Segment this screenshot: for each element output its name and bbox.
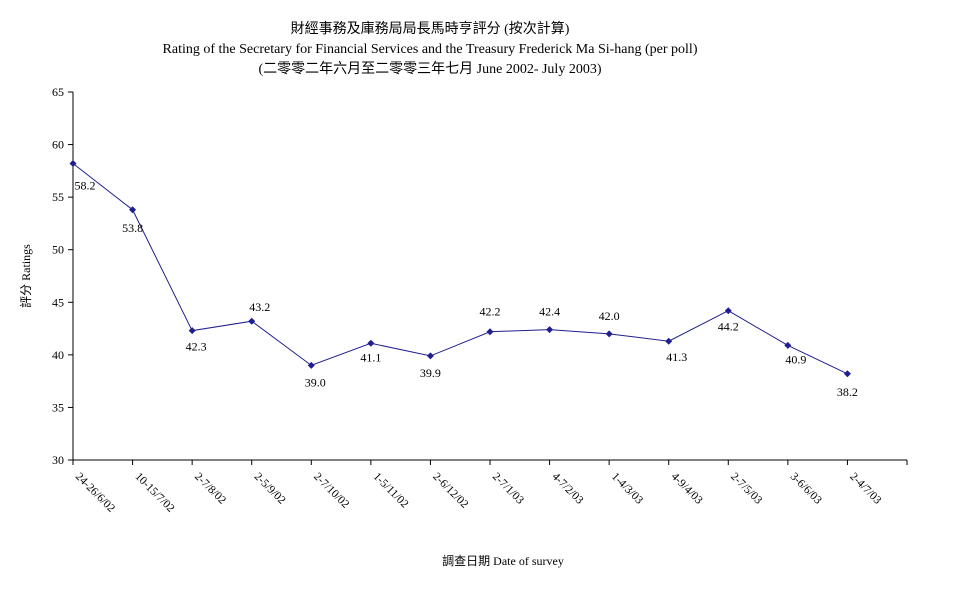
data-label: 43.2 bbox=[249, 300, 270, 314]
data-label: 41.3 bbox=[666, 350, 687, 364]
y-tick-label: 45 bbox=[52, 295, 64, 309]
x-tick-label: 24-26/6/02 bbox=[73, 471, 117, 515]
data-point bbox=[665, 337, 673, 345]
x-tick-label: 1-5/11/02 bbox=[371, 471, 411, 511]
x-tick-label: 2-5/9/02 bbox=[252, 471, 288, 507]
data-markers bbox=[69, 159, 851, 378]
y-tick-label: 50 bbox=[52, 243, 64, 257]
data-point bbox=[188, 327, 196, 335]
data-label: 42.2 bbox=[480, 305, 501, 319]
x-tick-label: 4-9/4/03 bbox=[669, 471, 705, 507]
x-tick-label: 3-6/6/03 bbox=[788, 471, 824, 507]
data-label: 42.3 bbox=[186, 340, 207, 354]
x-tick-label: 1-4/3/03 bbox=[609, 471, 645, 507]
data-point bbox=[784, 341, 792, 349]
x-tick-label: 2-4/7/03 bbox=[847, 471, 883, 507]
x-tick-label: 2-7/8/02 bbox=[192, 471, 228, 507]
y-axis-ticks: 30 35 40 45 50 55 60 65 bbox=[52, 85, 73, 467]
data-label: 39.9 bbox=[420, 366, 441, 380]
x-tick-label: 2-6/12/02 bbox=[430, 471, 470, 511]
data-label: 53.8 bbox=[122, 221, 143, 235]
data-label: 42.0 bbox=[599, 309, 620, 323]
data-labels: 58.2 53.8 42.3 43.2 39.0 41.1 39.9 42.2 42.4 42.0… bbox=[75, 178, 858, 398]
y-tick-label: 35 bbox=[52, 400, 64, 414]
x-axis-title: 調查日期 Date of survey bbox=[442, 554, 564, 568]
y-tick-label: 55 bbox=[52, 190, 64, 204]
y-tick-label: 65 bbox=[52, 85, 64, 99]
y-axis-title: 評分 Ratings bbox=[18, 244, 33, 308]
data-point bbox=[426, 352, 434, 360]
data-label: 58.2 bbox=[75, 178, 96, 192]
data-label: 41.1 bbox=[360, 350, 381, 364]
chart-title: 財經事務及庫務局局長馬時亨評分 (按次計算) bbox=[290, 22, 570, 37]
chart-subtitle-period: (二零零二年六月至二零零三年七月 June 2002- July 2003) bbox=[258, 62, 602, 77]
chart-subtitle: Rating of the Secretary for Financial Se… bbox=[162, 42, 698, 57]
data-point bbox=[724, 307, 732, 315]
data-point bbox=[367, 339, 375, 347]
data-point bbox=[307, 361, 315, 369]
y-tick-label: 30 bbox=[52, 453, 64, 467]
data-point bbox=[486, 328, 494, 336]
y-tick-label: 60 bbox=[52, 138, 64, 152]
data-label: 39.0 bbox=[305, 375, 326, 389]
data-point bbox=[129, 206, 137, 214]
data-point bbox=[605, 330, 613, 338]
data-label: 44.2 bbox=[718, 320, 739, 334]
series-line bbox=[72, 163, 848, 375]
data-point bbox=[69, 159, 77, 167]
data-label: 38.2 bbox=[837, 385, 858, 399]
x-tick-label: 4-7/2/03 bbox=[549, 471, 585, 507]
data-point bbox=[546, 326, 554, 334]
data-point bbox=[843, 370, 851, 378]
x-tick-label: 2-7/1/03 bbox=[490, 471, 526, 507]
data-label: 42.4 bbox=[539, 305, 560, 319]
x-tick-label: 10-15/7/02 bbox=[132, 471, 176, 515]
y-tick-label: 40 bbox=[52, 348, 64, 362]
chart-title-block: 財經事務及庫務局局長馬時亨評分 (按次計算) Rating of the Sec… bbox=[0, 20, 860, 80]
x-tick-label: 2-7/5/03 bbox=[728, 471, 764, 507]
data-point bbox=[248, 317, 256, 325]
x-tick-label: 2-7/10/02 bbox=[311, 471, 351, 511]
x-axis-ticks: 24-26/6/02 10-15/7/02 2-7/8/02 2-5/9/02 2-7/… bbox=[72, 460, 908, 515]
data-label: 40.9 bbox=[785, 352, 806, 366]
